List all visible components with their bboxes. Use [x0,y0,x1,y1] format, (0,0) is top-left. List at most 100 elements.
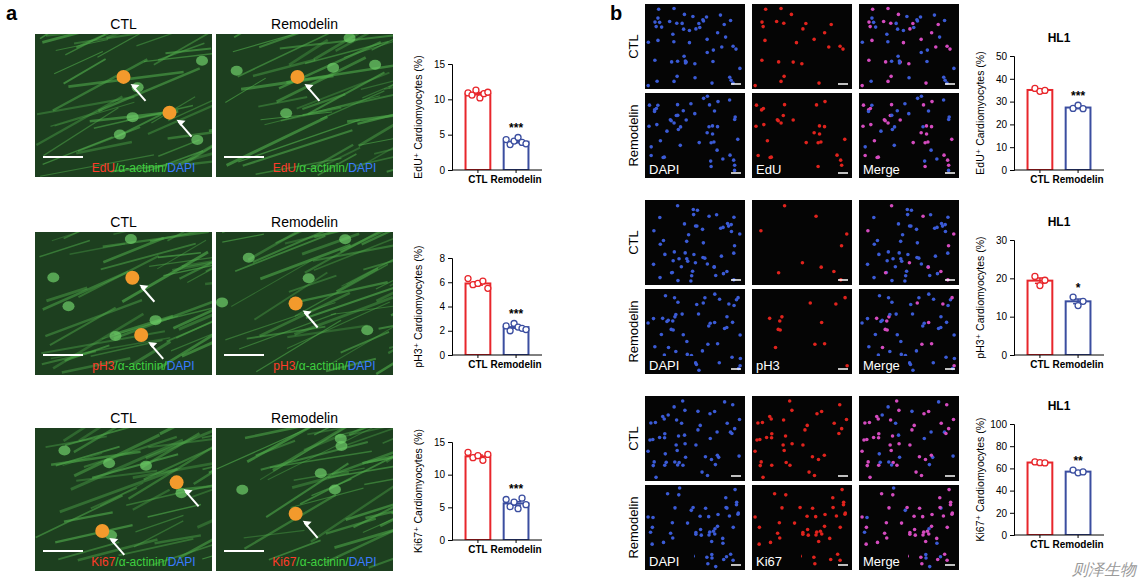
nucleus [671,271,675,275]
positive-nucleus [125,271,139,285]
bar [466,283,491,355]
nucleus [919,556,923,560]
nucleus [700,470,704,474]
nucleus [732,251,736,255]
tick-label: 20 [996,119,1008,130]
nucleus [823,513,827,517]
scale-bar [731,83,741,85]
fiber [54,52,103,74]
stain-part: DAPI [167,161,195,175]
nucleus [704,455,708,459]
stain-part: α-actinin [299,161,345,175]
image-ground [216,34,393,177]
tick-label: 40 [996,485,1008,496]
nucleus [655,123,659,127]
nucleus [944,432,948,436]
tick-mark [1010,424,1014,425]
nucleus [947,427,951,431]
nucleus [710,458,714,462]
x-axis: CTLRemodelin [1014,355,1104,370]
nucleus [731,45,735,49]
nucleus [931,361,935,365]
nucleus [703,296,707,300]
nucleus [813,474,817,478]
nucleus [801,27,805,31]
nucleus [942,153,946,157]
nucleus [758,464,762,468]
nucleus [820,321,824,325]
nucleus [897,13,901,17]
stain-part: pH3 [92,359,114,373]
micrograph [645,93,745,178]
condition-label: CTL [626,230,641,255]
nucleus [721,541,725,545]
nucleus [716,100,720,104]
tick-label: CTL [1030,174,1049,185]
nucleus [677,493,681,497]
tick: CTL [1030,355,1049,370]
micrograph [645,485,745,570]
nucleus [946,215,950,219]
axis-line [1014,535,1104,536]
nucleus [683,409,687,413]
nucleus [907,76,911,80]
cell-nucleus [280,108,292,118]
nucleus [908,531,912,535]
micrograph [752,485,852,570]
nucleus [729,19,733,23]
fiber [51,110,103,126]
scale-bar [945,172,955,174]
nucleus [690,274,694,278]
nucleus [891,257,895,261]
nucleus [677,257,681,261]
nucleus [714,565,718,569]
channel-label: EdU [756,162,781,177]
nucleus [864,542,868,546]
nucleus [689,279,693,283]
nucleus [798,506,802,510]
x-axis: CTLRemodelin [1014,535,1104,550]
nucleus [920,343,924,347]
micrograph [859,93,959,178]
scale-bar [838,172,848,174]
data-point [465,276,471,282]
nucleus [675,418,679,422]
nucleus [671,536,675,540]
tick-mark [1078,170,1079,173]
nucleus [757,542,761,546]
significance: *** [509,121,523,135]
nucleus [725,555,729,559]
bar-chart: 051015CTLRemodelinKi67⁺ Cardiomyocytes (… [412,429,542,555]
nucleus [921,324,925,328]
nucleus [738,67,742,71]
data-point [1032,273,1038,279]
fiber [76,34,117,47]
nucleus [885,259,889,263]
arrow-head [303,311,312,317]
nucleus [719,226,723,230]
nucleus [897,251,901,255]
nucleus [669,118,673,122]
tick: CTL [1030,535,1049,550]
nucleus [739,357,743,361]
nucleus [734,47,738,51]
fiber [313,239,393,260]
nucleus [770,432,774,436]
cell-nucleus [361,325,373,335]
nucleus [735,501,739,505]
nucleus [715,213,719,217]
bar [1028,90,1053,170]
nucleus [935,537,939,541]
arrow-head [184,489,193,495]
nucleus [818,132,822,136]
tick-mark [1078,535,1079,538]
tick: CTL [1030,170,1049,185]
bar [1028,463,1053,535]
nucleus [666,492,670,496]
cell-nucleus [196,56,208,66]
fiber [76,471,157,481]
scale-bar [838,564,848,566]
cell-nucleus [327,63,339,73]
nucleus [921,515,925,519]
nucleus [762,123,766,127]
